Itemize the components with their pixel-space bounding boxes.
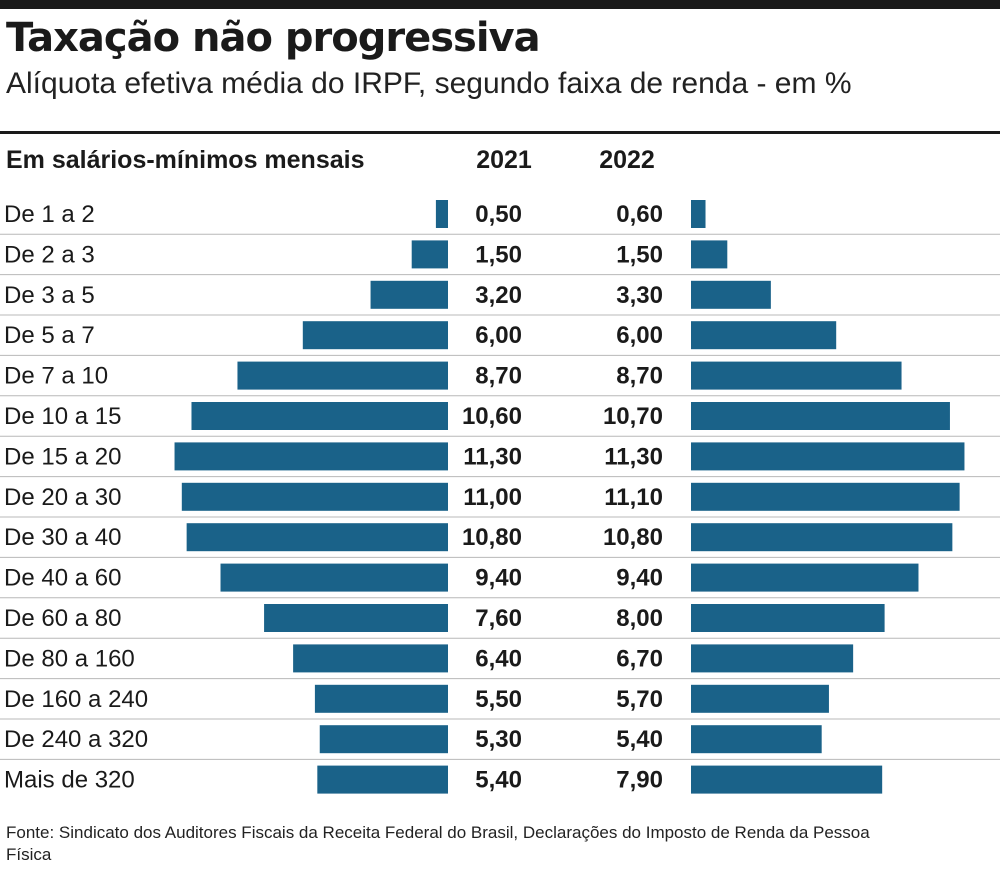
value-label-2021: 0,50: [475, 201, 522, 228]
category-label: De 20 a 30: [4, 484, 121, 511]
value-label-2022: 6,70: [616, 645, 663, 672]
value-label-2021: 11,00: [463, 484, 522, 511]
bar-2022: [691, 200, 706, 228]
category-label: De 2 a 3: [4, 241, 95, 268]
category-label: De 80 a 160: [4, 645, 135, 672]
value-label-2022: 0,60: [616, 201, 663, 228]
butterfly-bar-chart: Em salários-mínimos mensais 2021 2022 De…: [0, 146, 1000, 794]
bar-2021: [370, 280, 448, 309]
bar-2022: [691, 725, 822, 754]
value-label-2022: 8,00: [616, 605, 663, 632]
value-label-2022: 5,70: [616, 686, 663, 713]
bar-2021: [314, 684, 448, 713]
bar-2022: [691, 482, 960, 511]
bar-2022: [691, 765, 883, 794]
category-label: De 60 a 80: [4, 605, 121, 632]
category-label: De 5 a 7: [4, 322, 95, 349]
category-label: De 30 a 40: [4, 524, 121, 551]
value-label-2022: 11,10: [604, 484, 663, 511]
bar-2022: [691, 240, 728, 269]
bar-2021: [411, 240, 448, 269]
value-label-2022: 10,80: [603, 524, 663, 551]
series-header-2021: 2021: [476, 146, 532, 174]
value-label-2022: 1,50: [616, 241, 663, 268]
bar-2021: [302, 321, 448, 350]
header-rule: [0, 131, 1000, 134]
category-label: De 40 a 60: [4, 565, 121, 592]
category-label: De 1 a 2: [4, 201, 95, 228]
bar-2021: [293, 644, 448, 673]
category-label: De 3 a 5: [4, 282, 95, 309]
bar-2022: [691, 563, 919, 592]
value-label-2021: 6,40: [475, 645, 522, 672]
bar-2022: [691, 644, 854, 673]
value-label-2022: 9,40: [616, 565, 663, 592]
bar-2021: [186, 523, 448, 552]
value-label-2021: 7,60: [475, 605, 522, 632]
value-label-2022: 5,40: [616, 726, 663, 753]
category-label: De 15 a 20: [4, 443, 121, 470]
value-label-2022: 10,70: [603, 403, 663, 430]
top-rule: [0, 0, 1000, 9]
category-label: Mais de 320: [4, 767, 135, 794]
bar-2022: [691, 402, 950, 430]
value-label-2021: 5,30: [475, 726, 522, 753]
bar-2021: [317, 765, 448, 794]
chart-subtitle: Alíquota efetiva média do IRPF, segundo …: [6, 67, 852, 100]
bar-2022: [691, 361, 902, 390]
series-header-2022: 2022: [599, 146, 655, 174]
chart-title: Taxação não progressiva: [6, 15, 541, 61]
bar-2022: [691, 280, 771, 309]
value-label-2022: 3,30: [616, 282, 663, 309]
value-label-2022: 7,90: [616, 767, 663, 794]
category-label: De 7 a 10: [4, 363, 108, 390]
bar-2021: [264, 604, 448, 632]
value-label-2021: 3,20: [475, 282, 522, 309]
bar-2021: [174, 442, 449, 471]
bar-2021: [181, 482, 449, 511]
bar-2022: [691, 523, 953, 552]
bar-2022: [691, 321, 837, 350]
bar-2021: [220, 563, 448, 592]
bar-2021: [237, 361, 448, 390]
bar-2021: [435, 200, 448, 228]
value-label-2022: 8,70: [616, 363, 663, 390]
category-label: De 160 a 240: [4, 686, 148, 713]
value-label-2021: 1,50: [475, 241, 522, 268]
category-label: De 240 a 320: [4, 726, 148, 753]
bar-2022: [691, 442, 965, 471]
value-label-2022: 11,30: [604, 443, 663, 470]
bar-2022: [691, 604, 885, 632]
value-label-2021: 9,40: [475, 565, 522, 592]
category-label: De 10 a 15: [4, 403, 121, 430]
value-label-2021: 10,80: [462, 524, 522, 551]
value-label-2021: 6,00: [475, 322, 522, 349]
bar-2021: [319, 725, 448, 754]
value-label-2021: 8,70: [475, 363, 522, 390]
value-label-2021: 10,60: [462, 403, 522, 430]
category-header: Em salários-mínimos mensais: [6, 146, 364, 174]
source-note: Fonte: Sindicato dos Auditores Fiscais d…: [6, 823, 870, 864]
bar-2022: [691, 684, 829, 713]
value-label-2021: 11,30: [463, 443, 522, 470]
value-label-2022: 6,00: [616, 322, 663, 349]
value-label-2021: 5,50: [475, 686, 522, 713]
value-label-2021: 5,40: [475, 767, 522, 794]
bar-2021: [191, 402, 449, 430]
